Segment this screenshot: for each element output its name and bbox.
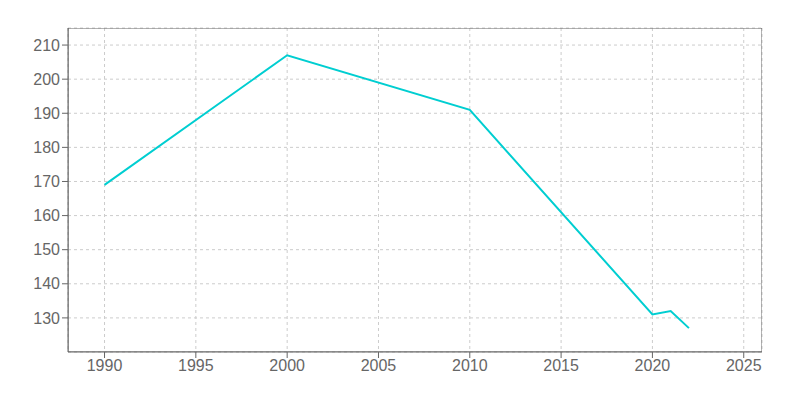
svg-text:180: 180	[33, 139, 60, 156]
svg-text:1990: 1990	[87, 357, 123, 374]
svg-text:1995: 1995	[178, 357, 214, 374]
svg-text:2020: 2020	[635, 357, 671, 374]
svg-text:2015: 2015	[543, 357, 579, 374]
svg-text:140: 140	[33, 275, 60, 292]
svg-text:160: 160	[33, 207, 60, 224]
svg-text:150: 150	[33, 241, 60, 258]
svg-text:200: 200	[33, 71, 60, 88]
svg-text:190: 190	[33, 105, 60, 122]
svg-text:2005: 2005	[361, 357, 397, 374]
svg-text:2010: 2010	[452, 357, 488, 374]
svg-text:2000: 2000	[269, 357, 305, 374]
svg-text:130: 130	[33, 310, 60, 327]
svg-text:2025: 2025	[726, 357, 762, 374]
svg-text:170: 170	[33, 173, 60, 190]
svg-text:210: 210	[33, 37, 60, 54]
